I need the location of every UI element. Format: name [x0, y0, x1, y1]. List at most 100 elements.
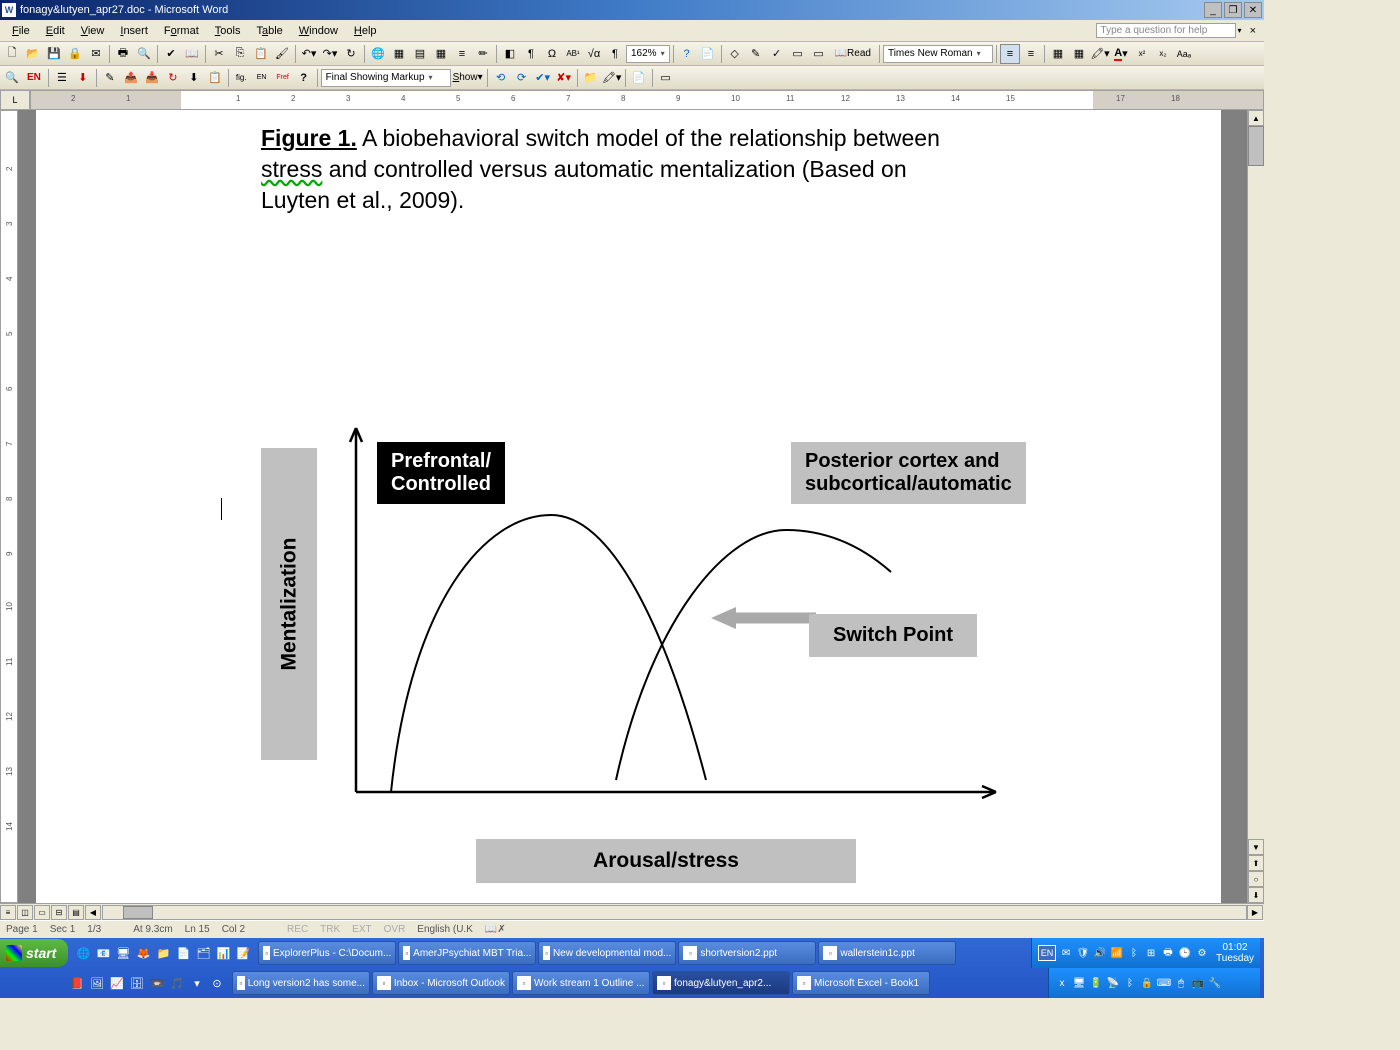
- tray-icon[interactable]: 🔊: [1093, 946, 1107, 960]
- taskbar-task-button[interactable]: ▫wallerstein1c.ppt: [818, 941, 956, 965]
- edit5-icon[interactable]: ⬇: [184, 68, 204, 88]
- taskbar-task-button[interactable]: ▫Microsoft Excel - Book1: [792, 971, 930, 995]
- print-preview-icon[interactable]: 🔍: [134, 44, 154, 64]
- tray-icon[interactable]: ᛒ: [1123, 976, 1137, 990]
- help-dropdown-icon[interactable]: ▾: [1238, 26, 1242, 35]
- edit3-icon[interactable]: 📥: [142, 68, 162, 88]
- reject-icon[interactable]: ✘▾: [554, 68, 574, 88]
- comment-icon[interactable]: 📁: [581, 68, 601, 88]
- taskbar-task-button[interactable]: ▫shortversion2.ppt: [678, 941, 816, 965]
- ql-r2-5-icon[interactable]: 📼: [148, 974, 166, 992]
- tray-icon[interactable]: 🖥: [1072, 976, 1086, 990]
- excel-icon[interactable]: ▦: [431, 44, 451, 64]
- edit6-icon[interactable]: 📋: [205, 68, 225, 88]
- start-button[interactable]: start: [0, 939, 68, 967]
- highlight-icon[interactable]: 🖍▾: [1090, 44, 1110, 64]
- pilcrow-icon[interactable]: ¶: [605, 44, 625, 64]
- taskbar-task-button[interactable]: ▫AmerJPsychiat MBT Tria...: [398, 941, 536, 965]
- print-view-icon[interactable]: ▭: [34, 905, 50, 920]
- ql-outlook-icon[interactable]: 📧: [94, 944, 112, 962]
- ql-app1-icon[interactable]: 📄: [174, 944, 192, 962]
- ql-ie-icon[interactable]: 🌐: [74, 944, 92, 962]
- redo2-icon[interactable]: ↻: [341, 44, 361, 64]
- taskbar-task-button[interactable]: ▫Inbox - Microsoft Outlook: [372, 971, 510, 995]
- misc1-icon[interactable]: 📄: [698, 44, 718, 64]
- copy-icon[interactable]: ⎘: [230, 44, 250, 64]
- vertical-ruler[interactable]: 23 45 67 89 1011 1213 14: [0, 110, 18, 903]
- paste-icon[interactable]: 📋: [251, 44, 271, 64]
- normal-view-icon[interactable]: ≡: [0, 905, 16, 920]
- horizontal-ruler[interactable]: 2 1 1 2 3 4 5 6 7 8 9 10 11 12 13 14 15 …: [30, 90, 1264, 110]
- reading-view-icon[interactable]: ▤: [68, 905, 84, 920]
- tray-icon[interactable]: 🔋: [1089, 976, 1103, 990]
- tray-icon[interactable]: 📺: [1191, 976, 1205, 990]
- tray-icon[interactable]: 🖱: [1174, 976, 1188, 990]
- ql-r2-1-icon[interactable]: 📕: [68, 974, 86, 992]
- status-rec[interactable]: REC: [287, 924, 308, 935]
- edit4-icon[interactable]: ↻: [163, 68, 183, 88]
- email-icon[interactable]: ✉: [86, 44, 106, 64]
- ql-r2-2-icon[interactable]: 🖼: [88, 974, 106, 992]
- prev-change-icon[interactable]: ⟲: [491, 68, 511, 88]
- next-page-icon[interactable]: ⬇: [1248, 887, 1264, 903]
- ql-excel-icon[interactable]: 📊: [214, 944, 232, 962]
- hscroll-right-icon[interactable]: ▶: [1247, 905, 1263, 920]
- ql-explorer-icon[interactable]: 📁: [154, 944, 172, 962]
- ql-app2-icon[interactable]: 🗂: [194, 944, 212, 962]
- format-painter-icon[interactable]: 🖌: [272, 44, 292, 64]
- status-ovr[interactable]: OVR: [384, 924, 406, 935]
- ql-firefox-icon[interactable]: 🦊: [134, 944, 152, 962]
- taskbar-task-button[interactable]: ▫ExplorerPlus - C:\Docum...: [258, 941, 396, 965]
- superscript-icon[interactable]: x²: [1132, 44, 1152, 64]
- tray-icon[interactable]: 🔒: [1140, 976, 1154, 990]
- change-case-icon[interactable]: Aaₐ: [1174, 44, 1194, 64]
- ql-r2-3-icon[interactable]: 📈: [108, 974, 126, 992]
- border2-icon[interactable]: ▦: [1069, 44, 1089, 64]
- help2-icon[interactable]: ?: [294, 68, 314, 88]
- new-doc-icon[interactable]: 🗋: [2, 44, 22, 64]
- vertical-scrollbar[interactable]: ▲ ▼ ⬆ ○ ⬇: [1247, 110, 1264, 903]
- font-color-icon[interactable]: A▾: [1111, 44, 1131, 64]
- tray-icon[interactable]: ᛒ: [1127, 946, 1141, 960]
- undo-icon[interactable]: ↶▾: [299, 44, 319, 64]
- outline-view-icon[interactable]: ⊟: [51, 905, 67, 920]
- drawing-icon[interactable]: ✏: [473, 44, 493, 64]
- help-close-button[interactable]: ×: [1246, 25, 1260, 37]
- show-hide-icon[interactable]: ¶: [521, 44, 541, 64]
- status-trk[interactable]: TRK: [320, 924, 340, 935]
- tray-icon[interactable]: 📡: [1106, 976, 1120, 990]
- tray-icon[interactable]: ✉: [1059, 946, 1073, 960]
- markup-combo[interactable]: Final Showing Markup: [321, 69, 451, 87]
- document-page[interactable]: Figure 1. A biobehavioral switch model o…: [36, 110, 1221, 903]
- border1-icon[interactable]: ▦: [1048, 44, 1068, 64]
- lang-en-label[interactable]: EN: [23, 72, 45, 83]
- misc2-icon[interactable]: ◇: [725, 44, 745, 64]
- menu-view[interactable]: View: [73, 23, 113, 39]
- open-icon[interactable]: 📂: [23, 44, 43, 64]
- permission-icon[interactable]: 🔒: [65, 44, 85, 64]
- horizontal-scrollbar[interactable]: [102, 905, 1247, 920]
- minimize-button[interactable]: _: [1204, 2, 1222, 18]
- zoom-combo[interactable]: 162%: [626, 45, 670, 63]
- tray-icon[interactable]: x: [1055, 976, 1069, 990]
- research-icon[interactable]: 📖: [182, 44, 202, 64]
- ql-r2-8-icon[interactable]: ⊙: [208, 974, 226, 992]
- font-name-combo[interactable]: Times New Roman: [883, 45, 993, 63]
- columns-icon[interactable]: ≡: [452, 44, 472, 64]
- read-button[interactable]: 📖Read: [830, 44, 876, 64]
- align-center-icon[interactable]: ≡: [1021, 44, 1041, 64]
- next-change-icon[interactable]: ⟳: [512, 68, 532, 88]
- tray-icon[interactable]: 🔧: [1208, 976, 1222, 990]
- misc3-icon[interactable]: ✎: [746, 44, 766, 64]
- symbol-icon[interactable]: Ω: [542, 44, 562, 64]
- redo-icon[interactable]: ↷▾: [320, 44, 340, 64]
- tray-icon[interactable]: 🕒: [1178, 946, 1192, 960]
- fig-label[interactable]: fig.: [232, 73, 251, 82]
- review-pane-icon[interactable]: ▭: [656, 68, 676, 88]
- taskbar-task-button[interactable]: ▫Long version2 has some...: [232, 971, 370, 995]
- track-icon[interactable]: 📄: [629, 68, 649, 88]
- subscript-icon[interactable]: x₂: [1153, 44, 1173, 64]
- en2-icon[interactable]: EN: [252, 68, 272, 88]
- tray-icon[interactable]: ⚙: [1195, 946, 1209, 960]
- hscroll-left-icon[interactable]: ◀: [85, 905, 101, 920]
